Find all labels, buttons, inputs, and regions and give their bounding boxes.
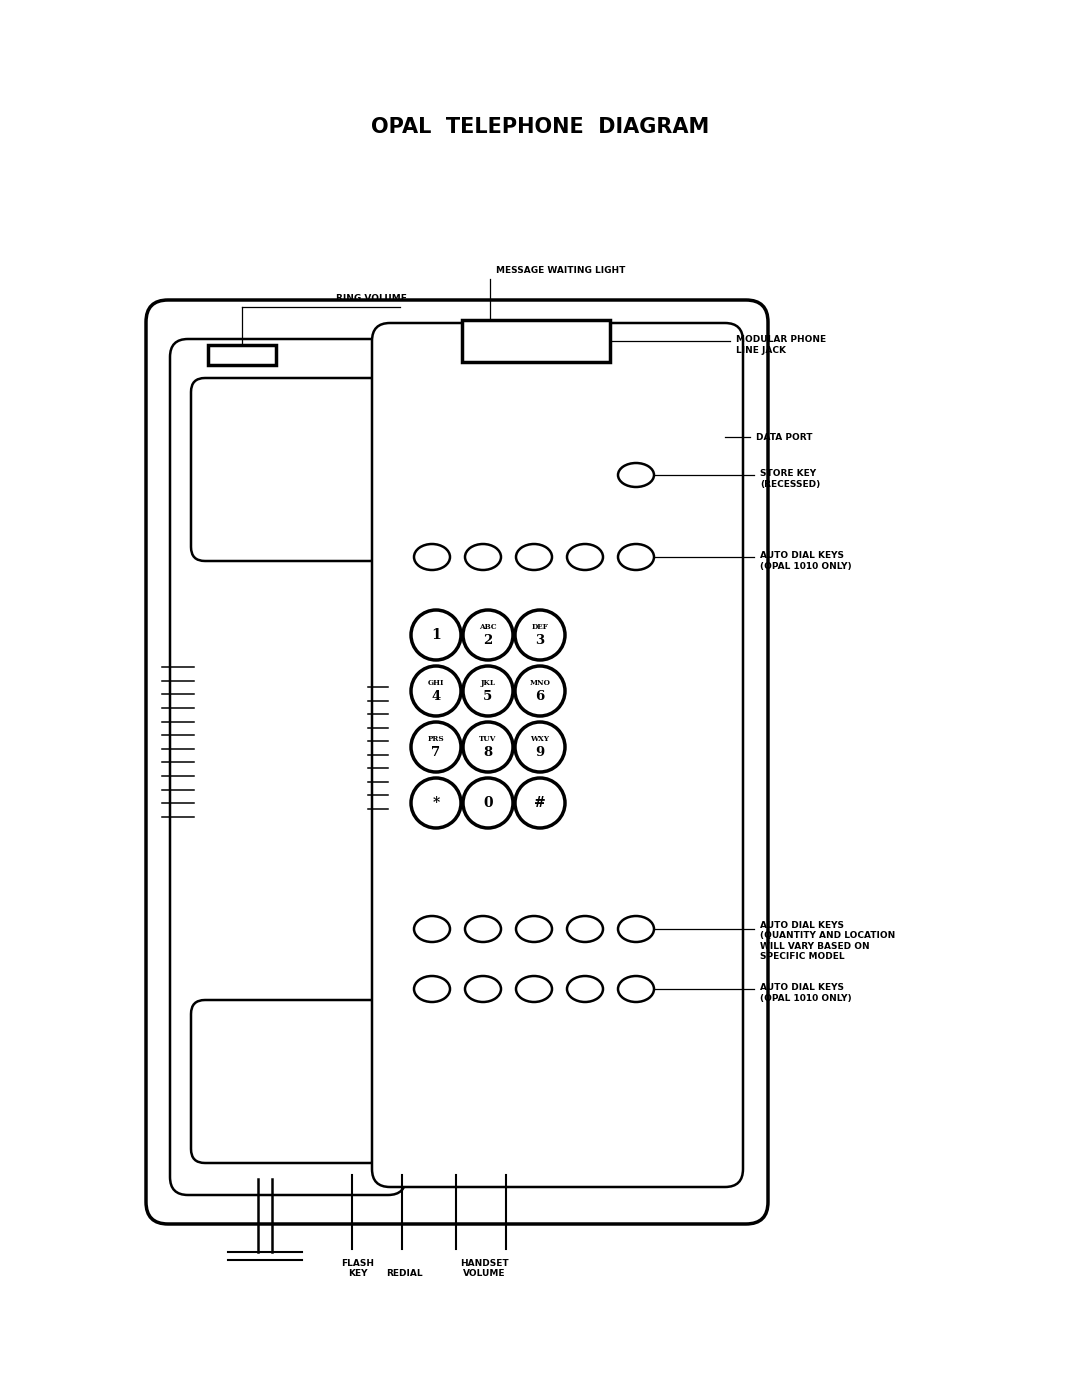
Text: 3: 3 (536, 634, 544, 647)
Ellipse shape (414, 916, 450, 942)
Ellipse shape (618, 543, 654, 570)
Ellipse shape (411, 778, 461, 828)
Ellipse shape (515, 666, 565, 717)
Ellipse shape (465, 543, 501, 570)
Ellipse shape (414, 977, 450, 1002)
Ellipse shape (516, 977, 552, 1002)
Ellipse shape (618, 916, 654, 942)
Text: 4: 4 (431, 690, 441, 704)
Text: STORE KEY
(RECESSED): STORE KEY (RECESSED) (760, 469, 820, 489)
Text: OPAL  TELEPHONE  DIAGRAM: OPAL TELEPHONE DIAGRAM (370, 117, 710, 137)
Ellipse shape (567, 977, 603, 1002)
Text: PRS: PRS (428, 735, 444, 743)
FancyBboxPatch shape (191, 379, 384, 562)
Text: REDIAL: REDIAL (386, 1268, 422, 1278)
Ellipse shape (463, 722, 513, 773)
Ellipse shape (567, 916, 603, 942)
Text: 2: 2 (484, 634, 492, 647)
Text: MESSAGE WAITING LIGHT: MESSAGE WAITING LIGHT (496, 265, 625, 275)
FancyBboxPatch shape (170, 339, 406, 1194)
Ellipse shape (463, 778, 513, 828)
Ellipse shape (515, 778, 565, 828)
Bar (208, 345, 276, 365)
Bar (462, 320, 610, 362)
Ellipse shape (411, 722, 461, 773)
Ellipse shape (567, 543, 603, 570)
Text: DATA PORT: DATA PORT (756, 433, 812, 441)
Ellipse shape (463, 666, 513, 717)
Text: JKL: JKL (481, 679, 496, 687)
Text: HANDSET
VOLUME: HANDSET VOLUME (460, 1259, 509, 1278)
Ellipse shape (515, 610, 565, 659)
Text: DEF: DEF (531, 623, 549, 631)
Ellipse shape (618, 462, 654, 488)
Text: WXY: WXY (530, 735, 550, 743)
Ellipse shape (516, 543, 552, 570)
Text: ABC: ABC (480, 623, 497, 631)
Text: 1: 1 (431, 629, 441, 643)
Text: AUTO DIAL KEYS
(QUANTITY AND LOCATION
WILL VARY BASED ON
SPECIFIC MODEL: AUTO DIAL KEYS (QUANTITY AND LOCATION WI… (760, 921, 895, 961)
Ellipse shape (465, 916, 501, 942)
Ellipse shape (414, 543, 450, 570)
Ellipse shape (515, 722, 565, 773)
FancyBboxPatch shape (191, 1000, 384, 1162)
Text: 9: 9 (536, 746, 544, 760)
Text: TUV: TUV (480, 735, 497, 743)
Text: AUTO DIAL KEYS
(OPAL 1010 ONLY): AUTO DIAL KEYS (OPAL 1010 ONLY) (760, 552, 852, 571)
Ellipse shape (411, 666, 461, 717)
Text: FLASH
KEY: FLASH KEY (341, 1259, 375, 1278)
Text: 6: 6 (536, 690, 544, 704)
Text: AUTO DIAL KEYS
(OPAL 1010 ONLY): AUTO DIAL KEYS (OPAL 1010 ONLY) (760, 983, 852, 1003)
Ellipse shape (618, 977, 654, 1002)
FancyBboxPatch shape (372, 323, 743, 1187)
Ellipse shape (463, 610, 513, 659)
Text: MNO: MNO (529, 679, 551, 687)
Ellipse shape (516, 916, 552, 942)
Text: 7: 7 (431, 746, 441, 760)
Text: 5: 5 (484, 690, 492, 704)
Text: #: # (535, 796, 545, 810)
Text: MODULAR PHONE
LINE JACK: MODULAR PHONE LINE JACK (735, 335, 826, 355)
Text: GHI: GHI (428, 679, 444, 687)
Text: *: * (432, 796, 440, 810)
Text: 8: 8 (484, 746, 492, 760)
Ellipse shape (411, 610, 461, 659)
Text: 0: 0 (483, 796, 492, 810)
FancyBboxPatch shape (146, 300, 768, 1224)
Ellipse shape (465, 977, 501, 1002)
Text: RING VOLUME: RING VOLUME (336, 293, 407, 303)
